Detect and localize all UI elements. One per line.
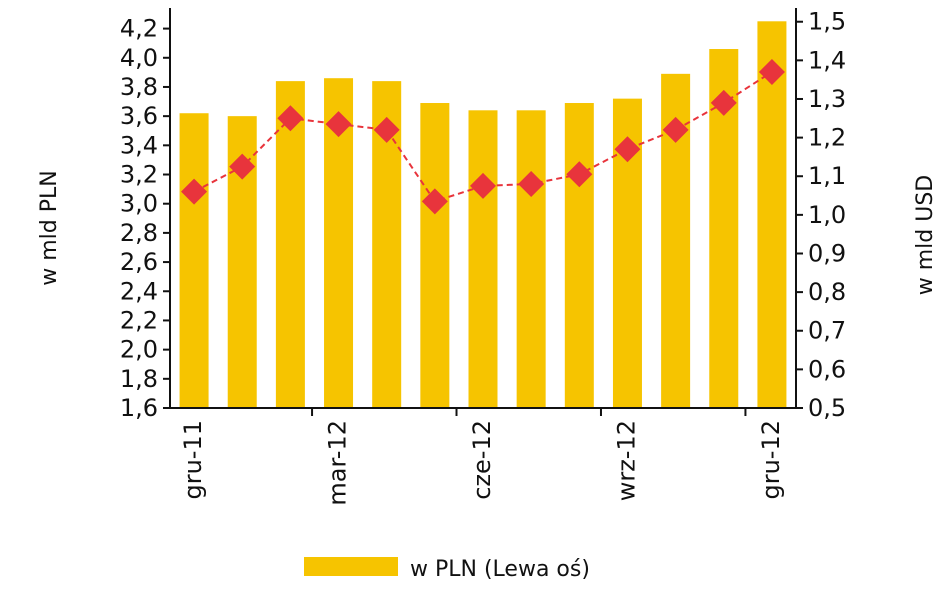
axes-layer: 1,61,82,02,22,42,62,83,03,23,43,63,84,04…: [120, 8, 846, 506]
y-left-tick-label: 2,2: [120, 306, 158, 334]
usd-point-sie-12: [566, 161, 593, 188]
bar-sie-12: [564, 103, 594, 408]
legend-label: w PLN (Lewa oś): [410, 557, 590, 582]
usd-point-lip-12: [518, 170, 545, 197]
y-left-tick-label: 3,6: [120, 102, 158, 130]
line-layer: [181, 58, 785, 215]
usd-point-sty-12: [229, 153, 256, 180]
y-left-tick-label: 3,4: [120, 131, 158, 159]
y-left-tick-label: 4,0: [120, 44, 158, 72]
x-tick-label: gru-12: [757, 420, 785, 500]
usd-point-kwi-12: [373, 116, 400, 143]
x-tick-label: wrz-12: [612, 420, 640, 501]
x-tick-label: cze-12: [468, 420, 496, 500]
y-right-tick-label: 0,9: [808, 239, 846, 267]
y-left-tick-label: 2,6: [120, 248, 158, 276]
bar-maj-12: [420, 103, 450, 408]
legend-swatch: [304, 557, 398, 576]
y-right-tick-label: 0,8: [808, 278, 846, 306]
y-right-tick-label: 1,0: [808, 201, 846, 229]
usd-point-wrz-12: [614, 136, 641, 163]
bar-gru-12: [757, 21, 787, 409]
y-axis-right-title: w mld USD: [913, 175, 938, 296]
bar-gru-11: [179, 113, 209, 409]
y-axis-left-title: w mld PLN: [37, 170, 62, 285]
y-right-tick-label: 0,6: [808, 355, 846, 383]
y-left-tick-label: 3,8: [120, 73, 158, 101]
x-tick-label: gru-11: [179, 420, 207, 500]
y-left-tick-label: 4,2: [120, 15, 158, 43]
y-left-tick-label: 2,0: [120, 336, 158, 364]
x-tick-label: mar-12: [324, 420, 352, 506]
y-right-tick-label: 0,5: [808, 394, 846, 422]
y-left-tick-label: 1,6: [120, 394, 158, 422]
y-right-tick-label: 1,2: [808, 124, 846, 152]
y-right-tick-label: 1,3: [808, 85, 846, 113]
y-right-tick-label: 1,4: [808, 46, 846, 74]
usd-point-lut-12: [277, 105, 304, 132]
bar-cze-12: [468, 110, 498, 409]
bar-lut-12: [275, 81, 305, 409]
usd-point-gru-12: [758, 58, 785, 85]
bar-lip-12: [516, 110, 546, 409]
y-right-tick-label: 1,1: [808, 162, 846, 190]
bars-layer: [179, 21, 787, 409]
legend: w PLN (Lewa oś): [304, 557, 590, 582]
y-left-tick-label: 2,4: [120, 277, 158, 305]
y-left-tick-label: 3,2: [120, 161, 158, 189]
y-left-tick-label: 2,8: [120, 219, 158, 247]
usd-point-paź-12: [662, 116, 689, 143]
y-left-tick-label: 3,0: [120, 190, 158, 218]
usd-point-lis-12: [710, 89, 737, 116]
usd-point-cze-12: [470, 172, 496, 199]
usd-point-mar-12: [325, 111, 352, 138]
y-left-tick-label: 1,8: [120, 365, 158, 393]
y-right-tick-label: 0,7: [808, 317, 846, 345]
usd-point-gru-11: [181, 178, 208, 205]
y-right-tick-label: 1,5: [808, 8, 846, 36]
usd-point-maj-12: [421, 188, 448, 215]
